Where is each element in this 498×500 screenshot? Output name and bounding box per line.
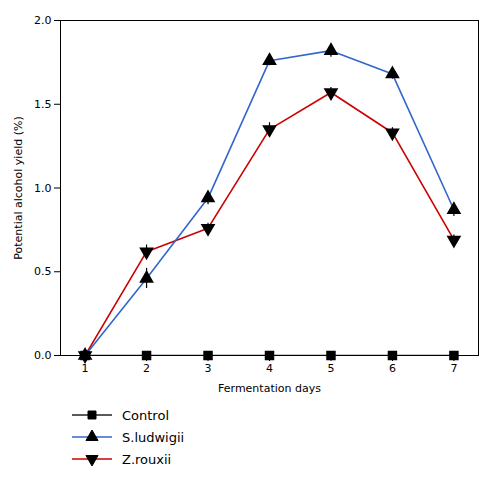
svg-text:6: 6 (389, 362, 396, 375)
svg-text:2: 2 (143, 362, 150, 375)
svg-text:1.0: 1.0 (34, 182, 52, 195)
svg-text:3: 3 (205, 362, 212, 375)
svg-text:Potential alcohol yield (%): Potential alcohol yield (%) (12, 116, 25, 259)
svg-text:1.5: 1.5 (34, 98, 52, 111)
html-text:Z.rouxii: Z.rouxii (122, 451, 172, 467)
svg-text:5: 5 (327, 362, 334, 375)
svg-text:Fermentation days: Fermentation days (218, 382, 321, 395)
svg-text:7: 7 (450, 362, 457, 375)
html-text:S.ludwigii: S.ludwigii (122, 429, 185, 445)
svg-text:0.5: 0.5 (34, 265, 52, 278)
svg-text:0.0: 0.0 (34, 349, 52, 362)
svg-text:4: 4 (266, 362, 273, 375)
svg-text:1: 1 (82, 362, 89, 375)
html-text:Control: Control (122, 407, 169, 423)
svg-text:2.0: 2.0 (34, 14, 52, 27)
